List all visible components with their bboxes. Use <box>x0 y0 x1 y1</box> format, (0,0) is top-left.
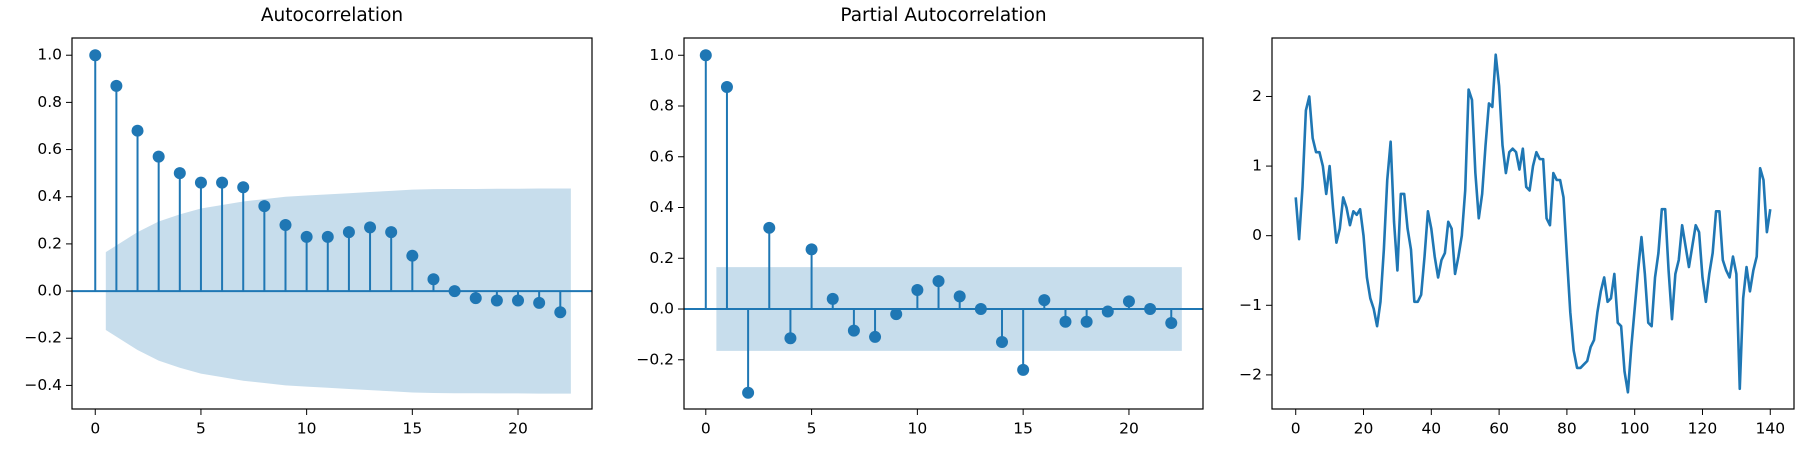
y-tick-label: −1 <box>1239 296 1262 314</box>
subplot-title: Autocorrelation <box>261 5 403 26</box>
subplot: Partial Autocorrelation 0 5 10 15 20 −0.2 0.0 0.… <box>636 5 1204 438</box>
stem-marker <box>89 49 102 62</box>
x-tick-label: 80 <box>1557 420 1577 438</box>
stem-marker <box>720 80 733 93</box>
stem-marker <box>699 49 712 62</box>
y-tick-label: −0.2 <box>24 329 62 347</box>
x-tick-label: 120 <box>1688 420 1718 438</box>
x-tick-label: 0 <box>701 420 711 438</box>
stem-marker <box>490 294 503 307</box>
x-tick-label: 20 <box>1119 420 1139 438</box>
axes-frame <box>683 37 1204 410</box>
y-tick-label: 0.8 <box>37 93 62 111</box>
stem-marker <box>469 292 482 305</box>
y-tick-label: 0 <box>1252 226 1262 244</box>
stem-marker <box>1101 305 1114 318</box>
stem-marker <box>279 219 292 232</box>
stem-marker <box>974 303 987 316</box>
stem-marker <box>300 230 313 243</box>
y-tick-label: 0.0 <box>649 300 674 318</box>
y-tick-label: 1 <box>1252 157 1262 175</box>
stem-marker <box>826 292 839 305</box>
x-tick-label: 10 <box>908 420 928 438</box>
stem-marker <box>427 273 440 286</box>
stem-marker <box>847 324 860 337</box>
stem-marker <box>364 221 377 234</box>
x-tick-label: 20 <box>508 420 528 438</box>
x-tick-label: 5 <box>196 420 206 438</box>
stem-marker <box>1038 294 1051 307</box>
x-tick-label: 15 <box>402 420 422 438</box>
stem-marker <box>110 79 123 92</box>
stem-marker <box>237 181 250 194</box>
y-tick-label: 0.2 <box>37 234 62 252</box>
stem-marker <box>1080 315 1093 328</box>
stem-marker <box>173 167 186 180</box>
y-tick-label: 1.0 <box>649 46 674 64</box>
stem-marker <box>406 249 419 262</box>
stem-marker <box>216 176 229 189</box>
stem-marker <box>1165 316 1178 329</box>
x-tick-label: 20 <box>1354 420 1374 438</box>
stem-marker <box>385 226 398 239</box>
stem-marker <box>784 332 797 345</box>
y-tick-label: 0.6 <box>649 147 674 165</box>
stem-marker <box>869 330 882 343</box>
x-tick-label: 140 <box>1755 420 1785 438</box>
stem-marker <box>258 200 271 213</box>
y-tick-label: −2 <box>1239 365 1262 383</box>
series-line <box>1294 53 1772 394</box>
stem-marker <box>321 230 334 243</box>
y-tick-label: −0.2 <box>636 350 674 368</box>
y-tick-label: 0.4 <box>37 187 62 205</box>
stem-marker <box>1017 363 1030 376</box>
x-tick-label: 0 <box>1291 420 1301 438</box>
stem-marker <box>1144 303 1157 316</box>
x-tick-label: 40 <box>1421 420 1441 438</box>
y-tick-label: 0.2 <box>649 249 674 267</box>
x-tick-label: 5 <box>807 420 817 438</box>
x-tick-label: 60 <box>1489 420 1509 438</box>
stem-marker <box>911 283 924 296</box>
stem-marker <box>932 275 945 288</box>
x-tick-label: 15 <box>1013 420 1033 438</box>
stem-marker <box>554 306 567 319</box>
y-tick-label: 0.6 <box>37 140 62 158</box>
stem-marker <box>448 285 461 298</box>
x-tick-label: 10 <box>297 420 317 438</box>
x-tick-label: 0 <box>90 420 100 438</box>
stem-marker <box>763 221 776 234</box>
stem-marker <box>996 336 1009 349</box>
stem-marker <box>152 150 165 163</box>
y-tick-label: 0.0 <box>37 282 62 300</box>
axes-frame <box>1271 37 1795 410</box>
stem-marker <box>533 296 546 309</box>
y-tick-label: 0.8 <box>649 97 674 115</box>
stem-marker <box>1059 315 1072 328</box>
y-tick-label: 1.0 <box>37 46 62 64</box>
stem-marker <box>890 308 903 321</box>
stem-marker <box>742 386 755 399</box>
subplot: Autocorrelation 0 5 10 15 20 −0.4 −0.2 0.0 0.2 0.4… <box>24 5 593 438</box>
stem-marker <box>512 294 525 307</box>
y-tick-label: 0.4 <box>649 198 674 216</box>
axes-frame <box>71 37 593 410</box>
stem-marker <box>805 243 818 256</box>
y-tick-label: 2 <box>1252 87 1262 105</box>
subplot: 0 20 40 60 80 100 120 140 −2 −1 0 1 2 <box>1239 37 1795 438</box>
x-tick-label: 100 <box>1620 420 1650 438</box>
stem-marker <box>131 124 144 137</box>
subplot-title: Partial Autocorrelation <box>840 5 1046 26</box>
stem-marker <box>194 176 207 189</box>
stem-marker <box>953 290 966 303</box>
stem-marker <box>342 226 355 239</box>
stem-marker <box>1122 295 1135 308</box>
y-tick-label: −0.4 <box>24 376 62 394</box>
